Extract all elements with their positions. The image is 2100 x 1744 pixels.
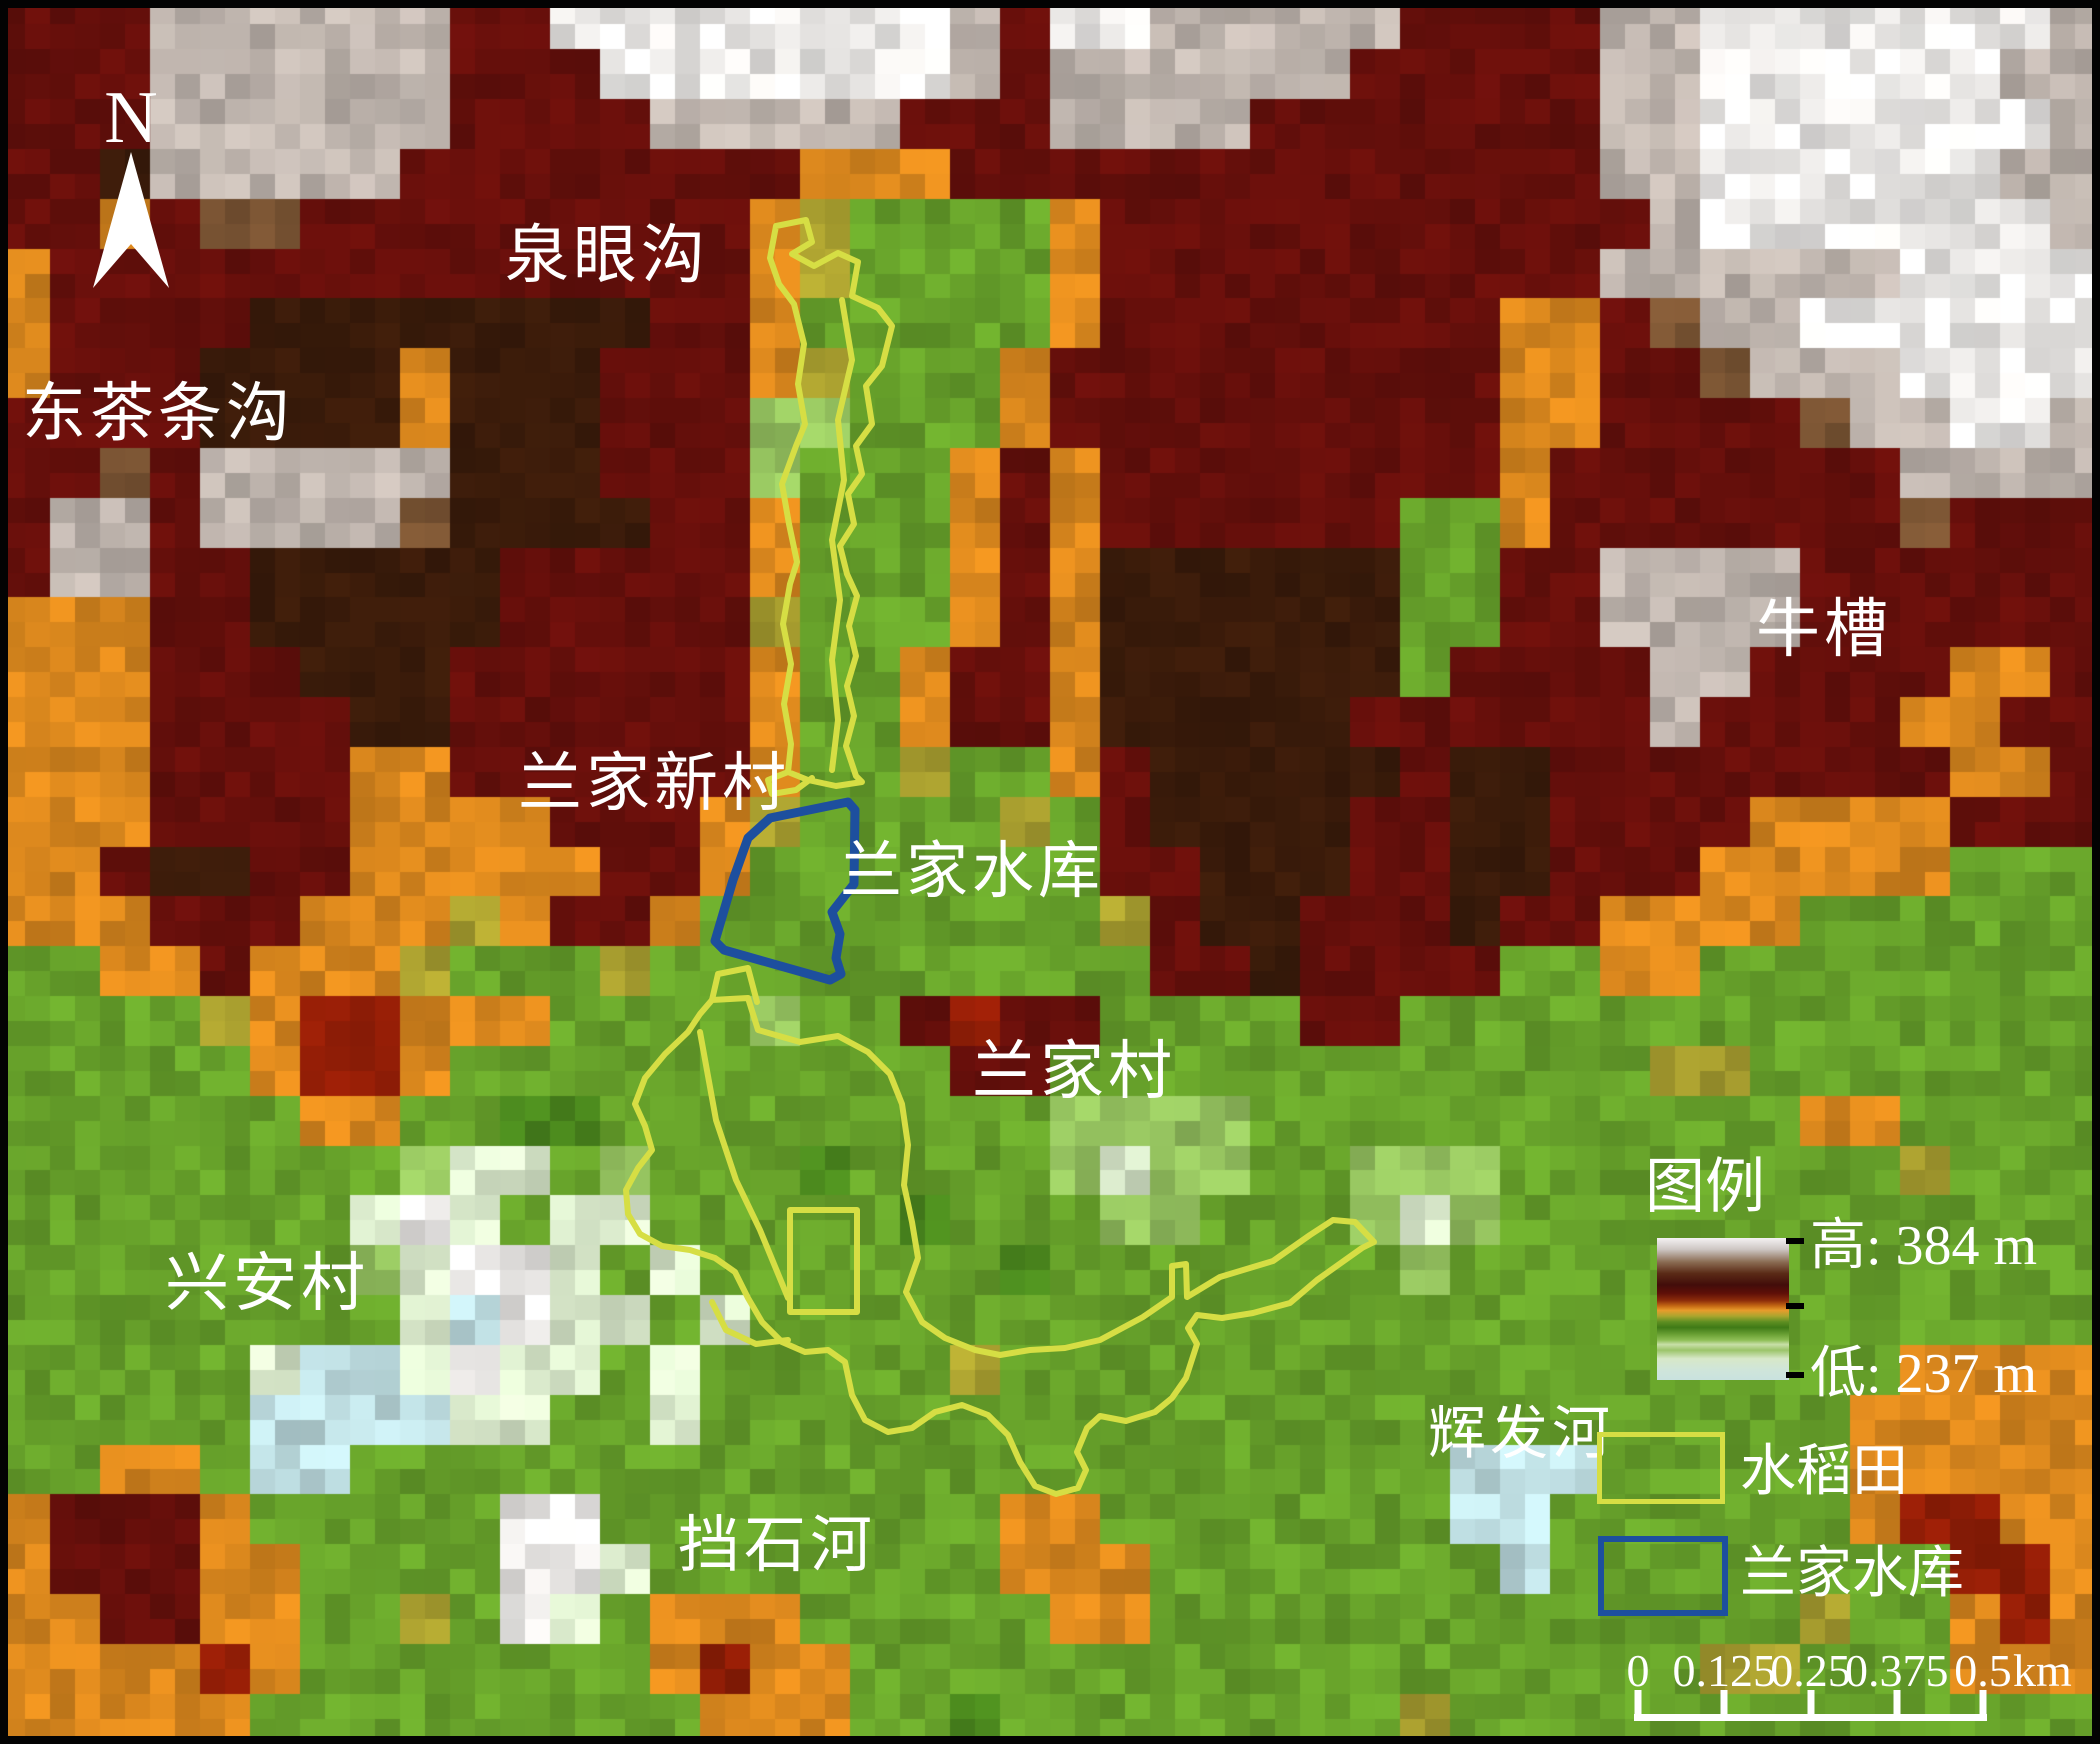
legend-paddy-label: 水稻田: [1740, 1441, 1908, 1503]
scale-bar-tick-2: [1807, 1690, 1814, 1721]
paddy-outline-path-6: [697, 1029, 791, 1301]
north-arrow-icon: [93, 152, 169, 288]
scale-bar-label-1: 0.125: [1672, 1645, 1777, 1696]
paddy-outline-path-3: [709, 965, 760, 1005]
legend-reservoir-swatch: [1598, 1536, 1728, 1616]
scale-bar-label-4: 0.5: [1954, 1645, 2012, 1696]
place-label-dangshihe: 挡石河: [678, 1512, 877, 1580]
legend-title: 图例: [1645, 1154, 1765, 1220]
legend-paddy-swatch: [1597, 1432, 1725, 1504]
scale-bar-unit: km: [2013, 1645, 2072, 1696]
place-label-xingancun: 兴安村: [165, 1248, 369, 1319]
place-label-quanyangou: 泉眼沟: [505, 220, 709, 291]
paddy-outline-path-7: [709, 1299, 791, 1347]
scale-bar-tick-4: [1979, 1690, 1987, 1721]
legend-reservoir-label: 兰家水库: [1740, 1543, 1964, 1605]
paddy-outline-path-0: [767, 217, 895, 789]
scale-bar: 0 0.125 0.25 0.375 0.5 km: [1615, 1638, 2095, 1738]
legend-low-label: 低: 237 m: [1810, 1343, 2038, 1405]
paddy-field-outlines: [623, 217, 1377, 1497]
scale-bar-label-3: 0.375: [1845, 1645, 1949, 1696]
scale-bar-tick-3: [1893, 1690, 1901, 1721]
reservoir-outline-path: [710, 797, 860, 985]
legend-high-label: 高: 384 m: [1810, 1215, 2038, 1277]
scale-bar-tick-1: [1720, 1690, 1728, 1721]
reservoir-outline: [710, 797, 860, 985]
paddy-outline-path-2: [765, 769, 815, 797]
ramp-tick-low: [1786, 1372, 1804, 1378]
place-label-lanjiashuiku: 兰家水库: [840, 838, 1105, 906]
north-label: N: [104, 77, 158, 159]
place-label-niucao: 牛槽: [1756, 594, 1892, 665]
legend-elevation-ramp: [1657, 1238, 1789, 1380]
place-label-lanjiacun: 兰家村: [972, 1036, 1176, 1107]
scale-bar-label-2: 0.25: [1770, 1645, 1851, 1696]
paddy-outline-path-1: [829, 297, 855, 773]
place-label-huifahe: 辉发河: [1428, 1401, 1615, 1466]
paddy-outline-path-4: [623, 995, 1377, 1497]
scale-bar-tick-0: [1634, 1690, 1642, 1721]
ramp-tick-high: [1786, 1238, 1804, 1244]
ramp-tick-mid: [1786, 1303, 1804, 1309]
scale-bar-label-0: 0: [1626, 1645, 1650, 1696]
place-label-dongchatiaogou: 东茶条沟: [22, 378, 294, 449]
paddy-outline-path-5: [787, 1207, 860, 1315]
place-label-lanjiaxincun: 兰家新村: [518, 748, 790, 819]
